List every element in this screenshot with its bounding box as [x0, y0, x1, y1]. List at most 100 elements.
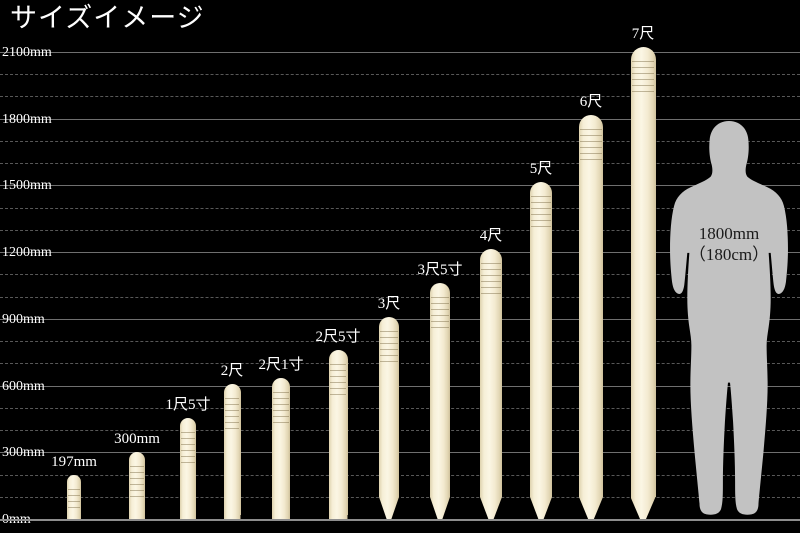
bar-label-11: 7尺	[631, 26, 655, 43]
gridline-minor	[0, 208, 800, 209]
bar-label-9: 5尺	[529, 161, 553, 178]
bar-notch	[632, 61, 654, 63]
bar-notch	[180, 455, 196, 457]
bar-notch	[431, 315, 449, 317]
bar-9	[530, 182, 552, 519]
person-silhouette-icon	[668, 119, 790, 519]
bar-notch	[180, 431, 196, 433]
bar-notch	[180, 461, 196, 463]
bar-label-10: 6尺	[579, 93, 603, 110]
bar-notch	[481, 269, 501, 271]
bar-notch	[580, 158, 602, 160]
silhouette-height-mm: 1800mm	[698, 223, 760, 243]
bar-tip	[630, 496, 656, 519]
bar-tip	[579, 496, 603, 519]
bar-shaft	[328, 350, 348, 515]
bar-notch	[431, 309, 449, 311]
bar-notch	[580, 152, 602, 154]
bar-notch	[380, 360, 398, 362]
bar-7	[430, 283, 450, 519]
bar-tip	[223, 514, 241, 519]
bar-notch	[329, 376, 347, 378]
gridline-minor	[0, 341, 800, 342]
bar-notch	[531, 208, 551, 210]
bar-notch	[431, 297, 449, 299]
gridline-minor	[0, 96, 800, 97]
bar-shaft	[530, 182, 552, 497]
bar-notch	[273, 409, 289, 411]
bar-notch	[273, 421, 289, 423]
gridline-minor	[0, 141, 800, 142]
bar-notch	[481, 275, 501, 277]
bar-notch	[129, 478, 145, 480]
bar-11	[630, 47, 656, 519]
bar-notch	[380, 354, 398, 356]
bar-shaft	[67, 475, 81, 515]
bar-tip	[272, 514, 290, 519]
bar-notch	[129, 490, 145, 492]
y-axis-tick-1200: 1200mm	[2, 245, 52, 261]
bar-shaft	[579, 114, 603, 497]
gridline-major	[0, 252, 800, 253]
gridline-minor	[0, 230, 800, 231]
bar-shaft	[480, 249, 502, 497]
bar-label-1: 300mm	[114, 431, 160, 448]
bar-4	[272, 377, 290, 519]
bar-notch	[632, 91, 654, 93]
bar-8	[480, 249, 502, 519]
y-axis-tick-300: 300mm	[2, 445, 45, 461]
gridline-minor	[0, 475, 800, 476]
bar-notch	[380, 336, 398, 338]
bar-notch	[129, 466, 145, 468]
bar-notch	[329, 394, 347, 396]
bar-notch	[481, 281, 501, 283]
bar-notch	[481, 263, 501, 265]
bar-notch	[273, 391, 289, 393]
y-axis-tick-1800: 1800mm	[2, 111, 52, 127]
bar-label-3: 2尺	[220, 363, 244, 380]
y-axis-tick-600: 600mm	[2, 378, 45, 394]
y-axis-tick-900: 900mm	[2, 311, 45, 327]
bar-notch	[580, 146, 602, 148]
bar-0	[67, 475, 81, 519]
bar-notch	[580, 140, 602, 142]
bar-label-7: 3尺5寸	[417, 262, 463, 279]
y-axis-tick-1500: 1500mm	[2, 178, 52, 194]
gridline-minor	[0, 74, 800, 75]
bar-tip	[430, 496, 450, 519]
gridline-minor	[0, 430, 800, 431]
bar-shaft	[379, 316, 399, 497]
bar-notch	[481, 293, 501, 295]
bar-notch	[67, 489, 81, 491]
bar-label-4: 2尺1寸	[258, 356, 304, 373]
bar-label-8: 4尺	[479, 228, 503, 245]
gridline-minor	[0, 163, 800, 164]
bar-5	[328, 350, 348, 519]
bar-shaft	[272, 377, 290, 515]
bar-notch	[224, 398, 240, 400]
bar-6	[379, 316, 399, 519]
bar-10	[579, 114, 603, 519]
bar-notch	[380, 348, 398, 350]
bar-label-6: 3尺	[377, 295, 401, 312]
bar-label-5: 2尺5寸	[315, 329, 361, 346]
bar-notch	[632, 73, 654, 75]
bar-notch	[273, 403, 289, 405]
bar-notch	[632, 67, 654, 69]
bar-notch	[431, 321, 449, 323]
gridline-minor	[0, 297, 800, 298]
bar-shaft	[180, 417, 196, 515]
bar-shaft	[129, 452, 145, 515]
silhouette-height-cm: （180cm）	[688, 244, 770, 264]
bar-notch	[67, 501, 81, 503]
bar-notch	[531, 196, 551, 198]
bar-notch	[329, 370, 347, 372]
bar-notch	[224, 428, 240, 430]
bar-notch	[129, 484, 145, 486]
bar-notch	[580, 134, 602, 136]
gridline-minor	[0, 408, 800, 409]
bar-label-2: 1尺5寸	[165, 396, 211, 413]
bar-tip	[379, 496, 399, 519]
